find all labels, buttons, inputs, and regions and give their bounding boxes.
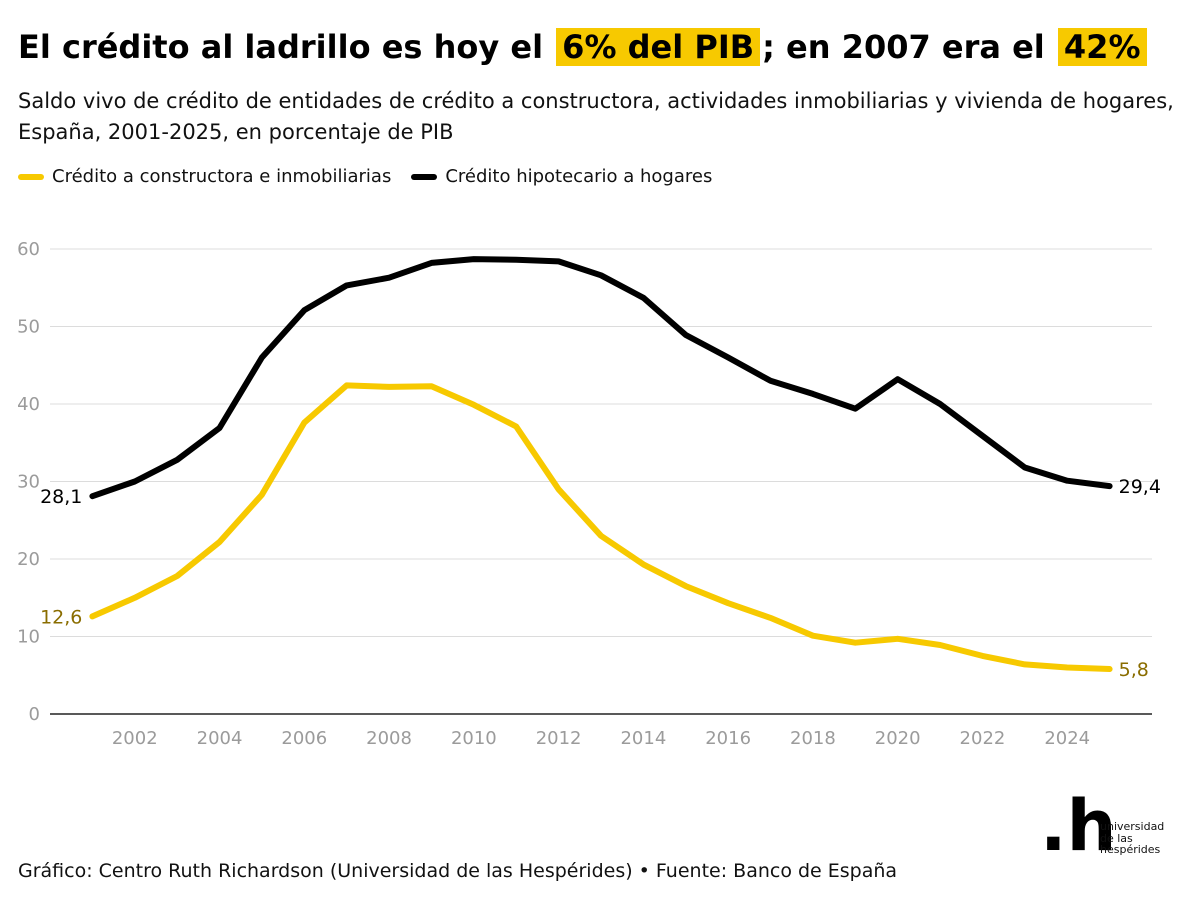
x-tick-label-2024: 2024 — [1044, 728, 1090, 749]
x-tick-label-2022: 2022 — [960, 728, 1006, 749]
start-label-constructora: 12,6 — [40, 606, 82, 628]
logo-line-2: de las — [1100, 831, 1133, 845]
footer-credit: Gráfico: Centro Ruth Richardson (Univers… — [18, 860, 898, 882]
y-tick-label-30: 30 — [17, 472, 40, 493]
y-tick-label-10: 10 — [17, 627, 40, 648]
end-labels: 12,6 5,8 28,1 29,4 — [40, 476, 1161, 681]
logo-line-1: universidad — [1100, 820, 1165, 833]
title-part2: ; en 2007 era el — [762, 28, 1045, 66]
legend-label-constructora: Crédito a constructora e inmobiliarias — [52, 166, 392, 187]
logo-text: universidad de las hespérides — [1100, 821, 1190, 856]
title-part1: El crédito al ladrillo es hoy el — [18, 28, 544, 66]
end-label-hipotecario: 29,4 — [1119, 476, 1161, 498]
chart-title: El crédito al ladrillo es hoy el 6% del … — [18, 14, 1149, 80]
x-axis-ticks: 2002 2004 2006 2008 2010 2012 2014 2016 2018 2020… — [112, 728, 1090, 749]
chart-subtitle: Saldo vivo de crédito de entidades de cr… — [18, 89, 1174, 144]
y-tick-label-60: 60 — [17, 239, 40, 260]
legend-item-hipotecario: Crédito hipotecario a hogares — [411, 166, 712, 187]
x-tick-label-2004: 2004 — [197, 728, 243, 749]
y-tick-label-0: 0 — [29, 704, 40, 725]
legend-item-constructora: Crédito a constructora e inmobiliarias — [18, 166, 391, 187]
title-highlight-pib: 6% del PIB — [556, 28, 761, 66]
end-label-constructora: 5,8 — [1119, 659, 1149, 681]
x-tick-label-2010: 2010 — [451, 728, 497, 749]
university-logo: .h universidad de las hespérides — [1040, 785, 1190, 867]
x-tick-label-2006: 2006 — [281, 728, 327, 749]
x-tick-label-2018: 2018 — [790, 728, 836, 749]
series-line-constructora — [89, 382, 1113, 672]
x-tick-label-2012: 2012 — [536, 728, 582, 749]
series-lines — [89, 256, 1113, 672]
start-label-hipotecario: 28,1 — [40, 486, 82, 508]
x-tick-label-2002: 2002 — [112, 728, 158, 749]
legend: Crédito a constructora e inmobiliarias C… — [18, 166, 732, 187]
x-tick-label-2020: 2020 — [875, 728, 921, 749]
y-axis-ticks: 0 10 20 30 40 50 60 — [17, 239, 40, 725]
legend-label-hipotecario: Crédito hipotecario a hogares — [445, 166, 713, 187]
title-highlight-percent: 42% — [1057, 28, 1147, 66]
y-tick-label-20: 20 — [17, 549, 40, 570]
x-tick-label-2014: 2014 — [620, 728, 666, 749]
grid-lines — [50, 248, 1152, 715]
logo-line-3: hespérides — [1100, 843, 1161, 856]
y-tick-label-40: 40 — [17, 394, 40, 415]
legend-swatch-black — [411, 173, 438, 180]
logo-mark: .h — [1040, 785, 1117, 867]
x-tick-label-2008: 2008 — [366, 728, 412, 749]
legend-swatch-yellow — [18, 173, 44, 180]
x-tick-label-2016: 2016 — [705, 728, 751, 749]
y-tick-label-50: 50 — [17, 317, 40, 338]
series-line-hipotecario — [89, 256, 1113, 500]
